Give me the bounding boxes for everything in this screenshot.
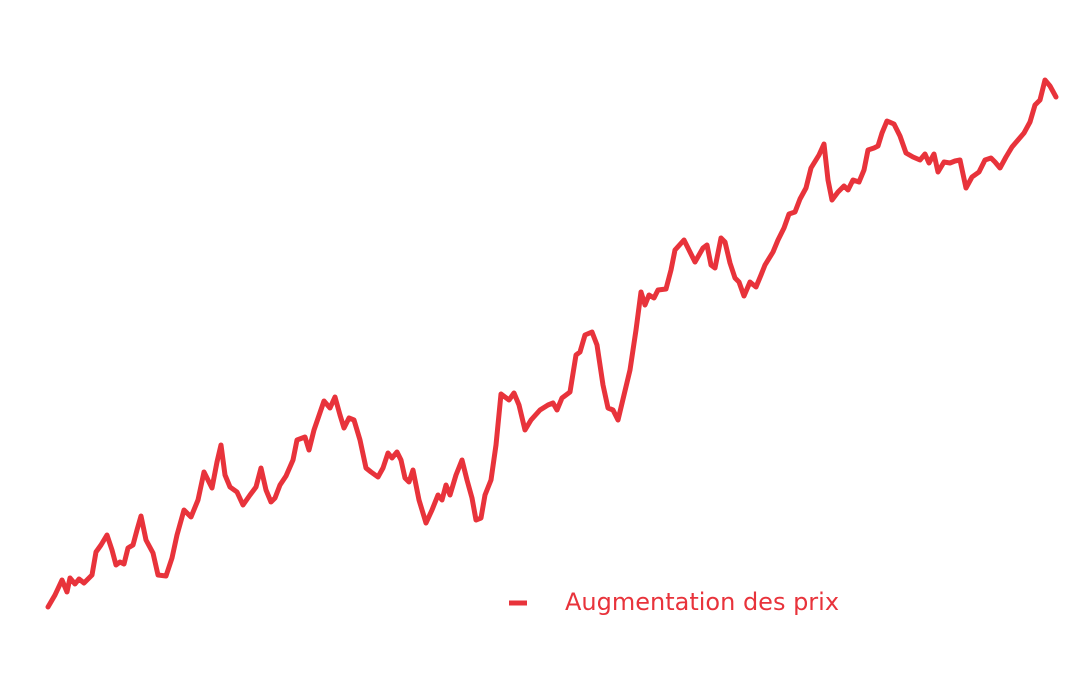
legend-label: Augmentation des prix xyxy=(565,588,839,616)
data-line xyxy=(45,77,1059,610)
